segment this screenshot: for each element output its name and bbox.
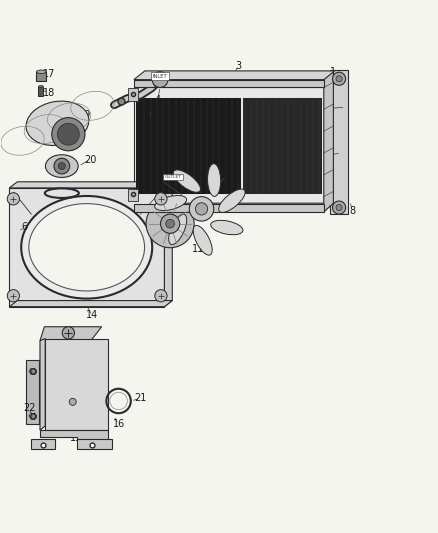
Ellipse shape [38, 85, 43, 88]
Circle shape [7, 289, 19, 302]
Circle shape [69, 398, 76, 405]
Circle shape [52, 118, 85, 151]
Circle shape [332, 201, 346, 214]
Ellipse shape [169, 214, 187, 245]
Text: INLET: INLET [153, 74, 167, 79]
Text: 11: 11 [192, 244, 204, 254]
Polygon shape [10, 301, 172, 306]
Polygon shape [136, 99, 241, 195]
Bar [134, 79, 324, 87]
Polygon shape [45, 338, 108, 430]
Text: 16: 16 [113, 419, 125, 429]
Polygon shape [164, 182, 172, 306]
Ellipse shape [211, 220, 243, 235]
Ellipse shape [29, 204, 145, 291]
Circle shape [155, 193, 167, 205]
Text: 10: 10 [322, 103, 334, 114]
Bar [10, 188, 164, 306]
Ellipse shape [173, 170, 201, 192]
Text: 3: 3 [236, 61, 242, 71]
Text: 22: 22 [23, 403, 35, 414]
Polygon shape [26, 360, 39, 424]
Text: 17: 17 [43, 69, 56, 79]
Text: 18: 18 [42, 88, 55, 98]
Text: 4: 4 [155, 95, 161, 104]
Text: 20: 20 [84, 155, 96, 165]
Polygon shape [330, 70, 348, 214]
Circle shape [152, 72, 168, 87]
Text: OUTLET: OUTLET [165, 175, 182, 179]
Circle shape [336, 76, 342, 82]
Circle shape [57, 123, 79, 145]
Circle shape [7, 193, 19, 205]
Text: 8: 8 [349, 206, 355, 216]
Text: 19: 19 [79, 110, 91, 119]
Bar [36, 72, 46, 82]
Polygon shape [77, 439, 112, 449]
Ellipse shape [219, 189, 245, 212]
Bar [128, 189, 138, 201]
Circle shape [58, 163, 65, 169]
Text: 12: 12 [156, 236, 169, 246]
Text: 2: 2 [158, 175, 165, 185]
Circle shape [336, 205, 342, 211]
Text: 9: 9 [228, 168, 234, 177]
Polygon shape [243, 99, 321, 195]
Polygon shape [134, 71, 335, 79]
Text: 15: 15 [70, 433, 82, 442]
Polygon shape [134, 203, 332, 212]
Text: 13: 13 [222, 170, 234, 180]
Circle shape [146, 200, 194, 248]
Ellipse shape [208, 164, 221, 197]
Circle shape [155, 289, 167, 302]
Circle shape [166, 220, 174, 228]
Polygon shape [40, 327, 102, 341]
Ellipse shape [21, 196, 152, 298]
Polygon shape [40, 430, 108, 441]
Ellipse shape [46, 155, 78, 177]
Text: 21: 21 [134, 393, 147, 403]
Text: 14: 14 [86, 310, 99, 320]
Circle shape [189, 197, 214, 221]
Bar [128, 88, 138, 101]
Text: 9: 9 [325, 150, 331, 160]
Circle shape [160, 214, 180, 233]
Polygon shape [31, 439, 55, 449]
Polygon shape [10, 182, 172, 188]
Bar [38, 87, 43, 96]
Circle shape [54, 158, 70, 174]
Ellipse shape [36, 70, 46, 74]
Ellipse shape [26, 101, 89, 146]
Ellipse shape [193, 225, 212, 255]
Bar [134, 204, 324, 212]
Circle shape [62, 327, 74, 339]
Text: 6: 6 [21, 222, 28, 232]
Text: 5: 5 [146, 114, 152, 124]
Circle shape [332, 72, 346, 85]
Ellipse shape [155, 196, 187, 211]
Circle shape [195, 203, 208, 215]
Text: 7: 7 [185, 219, 191, 229]
Polygon shape [324, 71, 333, 212]
Text: 1: 1 [329, 67, 336, 77]
Polygon shape [40, 338, 45, 430]
Polygon shape [134, 87, 324, 205]
